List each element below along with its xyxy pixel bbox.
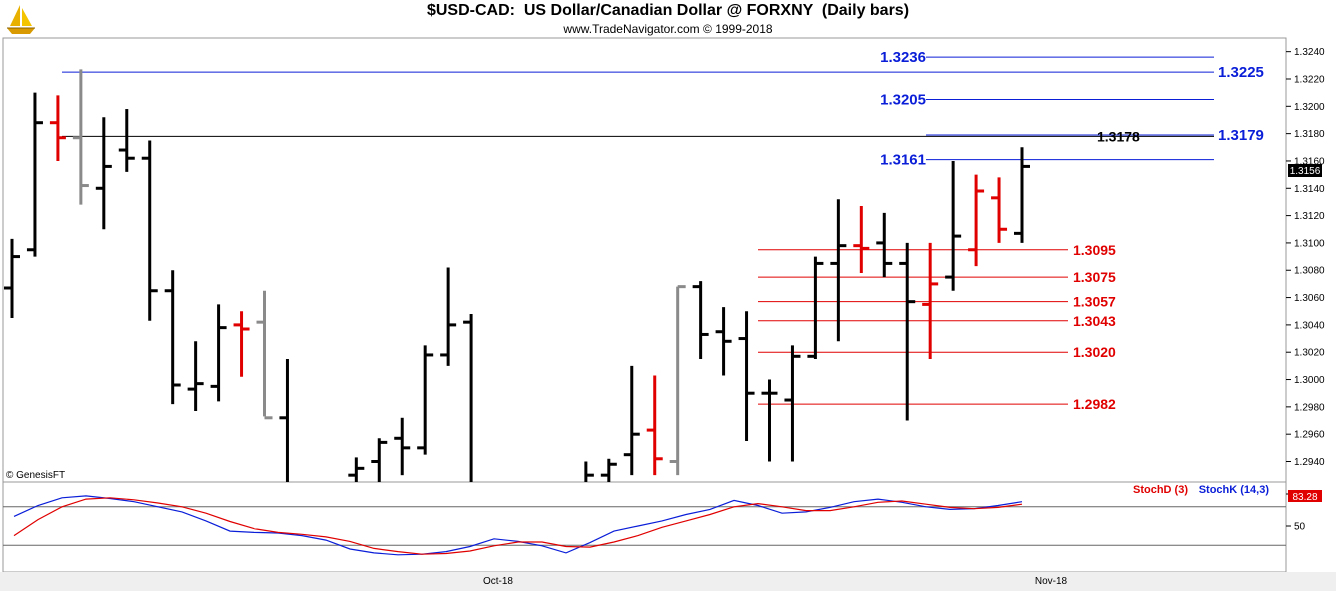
ohlc-bar	[486, 489, 502, 544]
ohlc-bars	[4, 69, 1030, 557]
price-pane-frame	[2, 37, 1287, 483]
level-label: 1.3178	[1097, 128, 1140, 144]
credit-label: © GenesisFT	[6, 470, 65, 481]
sailboat-logo-icon	[7, 5, 35, 34]
ohlc-bar	[646, 375, 663, 476]
price-tick-label: 1.3160	[1294, 156, 1325, 167]
level-label: 1.3179	[1218, 127, 1264, 144]
ohlc-bar	[600, 458, 617, 482]
price-tick-label: 1.3120	[1294, 211, 1325, 222]
ohlc-bar	[968, 174, 985, 267]
last-price-label: 1.3156	[1290, 166, 1321, 177]
level-label: 1.3225	[1218, 64, 1264, 81]
price-tick-label: 1.2980	[1294, 402, 1325, 413]
price-tick-label: 1.2960	[1294, 430, 1325, 441]
level-label: 1.3161	[880, 152, 926, 169]
price-tick-label: 1.2940	[1294, 457, 1325, 468]
ohlc-bar	[463, 313, 473, 482]
level-label: 1.3057	[1073, 294, 1116, 310]
ohlc-bar	[4, 238, 20, 319]
ohlc-bar	[991, 177, 1008, 243]
level-label: 1.3095	[1073, 242, 1116, 258]
level-label: 1.3043	[1073, 313, 1116, 329]
ohlc-bar	[761, 379, 778, 462]
level-labels: 1.3236 1.3225 1.3205 1.3179 1.3178 1.3161 1.30…	[880, 49, 1264, 412]
stoch-d-line	[13, 497, 1023, 555]
ohlc-bar	[830, 199, 847, 342]
ohlc-bar	[784, 345, 801, 462]
level-label: 1.3236	[880, 49, 926, 66]
chart-header: $USD-CAD: US Dollar/Canadian Dollar @ FO…	[0, 0, 1336, 38]
x-axis-strip	[0, 572, 1336, 591]
stoch-pane-frame	[2, 481, 1287, 573]
stoch-tick-label: 50	[1294, 522, 1306, 533]
ohlc-bar	[509, 496, 525, 557]
price-tick-label: 1.3060	[1294, 293, 1325, 304]
level-label: 1.3075	[1073, 269, 1116, 285]
ohlc-bar	[738, 311, 755, 442]
price-tick-label: 1.3080	[1294, 266, 1325, 277]
price-tick-label: 1.3040	[1294, 320, 1325, 331]
ohlc-bar	[584, 461, 594, 482]
ohlc-bar	[945, 160, 962, 291]
chart-title: $USD-CAD: US Dollar/Canadian Dollar @ FO…	[426, 2, 910, 19]
x-label-oct: Oct-18	[483, 576, 513, 587]
ohlc-bar	[210, 304, 227, 402]
stoch-k-legend: StochK (14,3)	[1199, 484, 1270, 496]
ohlc-bar	[669, 285, 686, 476]
ohlc-bar	[623, 365, 640, 476]
ohlc-bar	[899, 242, 916, 421]
ohlc-bar	[417, 345, 434, 455]
price-tick-label: 1.3020	[1294, 348, 1325, 359]
ohlc-bar	[807, 256, 824, 360]
price-axis-ticks: 1.3240 1.3220 1.3200 1.3180 1.3160 1.3140 1.31…	[1286, 47, 1325, 468]
level-label: 1.2982	[1073, 396, 1116, 412]
price-tick-label: 1.3140	[1294, 184, 1325, 195]
level-label: 1.3205	[880, 91, 926, 108]
ohlc-bar	[279, 359, 289, 482]
ohlc-bar	[72, 69, 89, 205]
price-tick-label: 1.3220	[1294, 74, 1325, 85]
ohlc-bar	[95, 117, 112, 230]
ohlc-bar	[302, 482, 318, 557]
x-label-nov: Nov-18	[1035, 576, 1068, 587]
level-label: 1.3020	[1073, 344, 1116, 360]
ohlc-bar	[715, 307, 732, 376]
ohlc-bar	[256, 290, 273, 420]
ohlc-bar	[141, 140, 158, 321]
price-tick-label: 1.3000	[1294, 375, 1325, 386]
ohlc-bar	[922, 242, 939, 360]
price-tick-label: 1.3100	[1294, 238, 1325, 249]
ohlc-bar	[555, 482, 571, 530]
last-price-box	[1288, 164, 1322, 177]
ohlc-bar	[26, 92, 43, 257]
ohlc-bar	[394, 417, 411, 476]
ohlc-bar	[118, 109, 135, 172]
ohlc-bar	[876, 212, 893, 278]
ohlc-bar	[49, 95, 66, 161]
price-tick-label: 1.3180	[1294, 129, 1325, 140]
stoch-d-legend: StochD (3)	[1133, 484, 1188, 496]
price-tick-label: 1.3240	[1294, 47, 1325, 58]
ohlc-bar	[692, 281, 709, 360]
stochastic-lines	[3, 495, 1286, 556]
ohlc-bar	[371, 438, 388, 482]
ohlc-bar	[164, 270, 181, 405]
level-lines	[62, 56, 1214, 405]
ohlc-bar	[532, 502, 548, 557]
ohlc-bar	[853, 206, 870, 273]
ohlc-bar	[440, 267, 457, 366]
price-tick-label: 1.3200	[1294, 102, 1325, 113]
stoch-last-label: 83.28	[1292, 492, 1317, 503]
ohlc-bar	[187, 341, 204, 411]
ohlc-bar	[1014, 147, 1030, 243]
ohlc-bar	[233, 311, 250, 377]
chart-subtitle: www.TradeNavigator.com © 1999-2018	[563, 22, 773, 36]
stoch-last-box	[1288, 490, 1322, 502]
ohlc-bar	[348, 457, 365, 482]
